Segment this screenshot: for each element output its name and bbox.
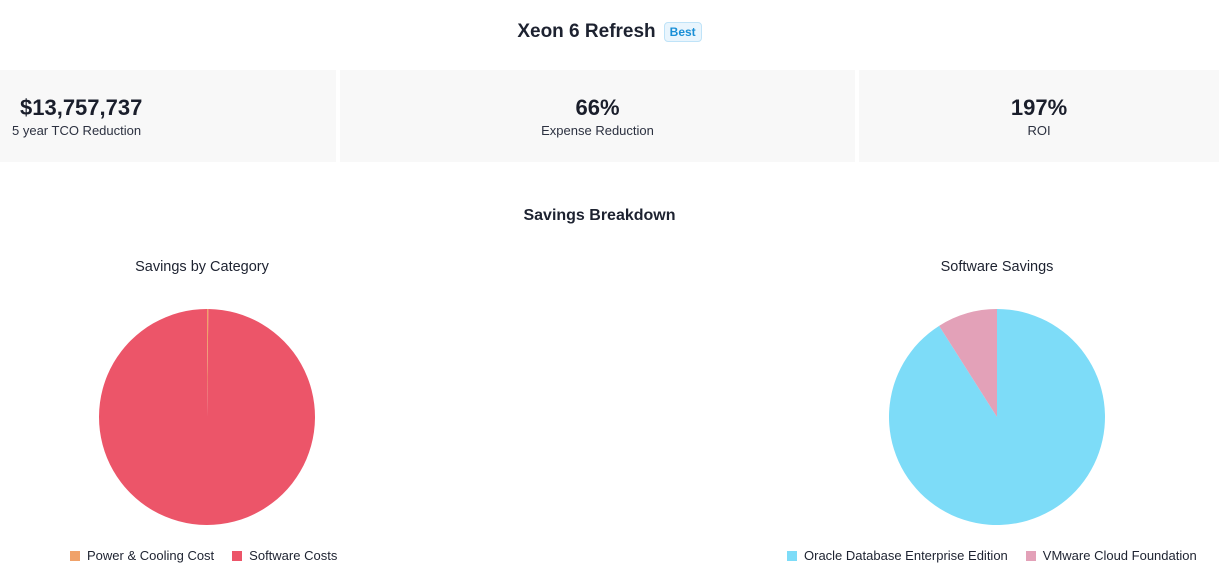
chart-title-software: Software Savings <box>940 259 1054 275</box>
legend-label: Power & Cooling Cost <box>87 548 215 563</box>
pie-slice-vmware-cloud-foundation[interactable] <box>939 309 997 417</box>
legend-software: Oracle Database Enterprise Edition VMwar… <box>787 548 1197 563</box>
page-header: Xeon 6 Refresh Best <box>0 18 1219 46</box>
metrics-row: $13,757,737 5 year TCO Reduction 66% Exp… <box>0 70 1219 162</box>
legend-item[interactable]: VMware Cloud Foundation <box>1025 548 1197 563</box>
legend-swatch <box>70 550 80 561</box>
section-title: Savings Breakdown <box>523 207 676 224</box>
legend-swatch <box>787 550 797 561</box>
legend-item[interactable]: Software Costs <box>232 548 337 563</box>
page-title: Xeon 6 Refresh <box>517 21 656 42</box>
best-badge: Best <box>663 22 702 42</box>
pie-slice-software-costs[interactable] <box>98 309 315 525</box>
metric-value: 197% <box>1010 94 1068 120</box>
pie-slice-power-cooling-cost[interactable] <box>207 309 209 417</box>
metric-value: 66% <box>575 94 620 120</box>
pie-chart-category <box>98 309 315 525</box>
legend-item[interactable]: Oracle Database Enterprise Edition <box>787 548 1008 563</box>
metric-card-roi: 197% ROI <box>859 70 1219 162</box>
chart-title-category: Savings by Category <box>135 259 269 275</box>
legend-item[interactable]: Power & Cooling Cost <box>70 548 214 563</box>
metric-value: $13,757,737 <box>20 94 143 120</box>
legend-label: VMware Cloud Foundation <box>1042 548 1197 563</box>
metric-card-tco: $13,757,737 5 year TCO Reduction <box>0 70 336 162</box>
metric-label: ROI <box>1027 122 1051 138</box>
legend-label: Software Costs <box>249 548 338 563</box>
legend-category: Power & Cooling Cost Software Costs <box>70 548 337 563</box>
legend-swatch <box>232 550 243 561</box>
metric-card-expense: 66% Expense Reduction <box>340 70 855 162</box>
metric-label: 5 year TCO Reduction <box>12 122 142 138</box>
legend-label: Oracle Database Enterprise Edition <box>804 548 1008 563</box>
legend-swatch <box>1025 550 1036 561</box>
metric-label: Expense Reduction <box>541 122 654 138</box>
pie-chart-software <box>889 309 1105 525</box>
